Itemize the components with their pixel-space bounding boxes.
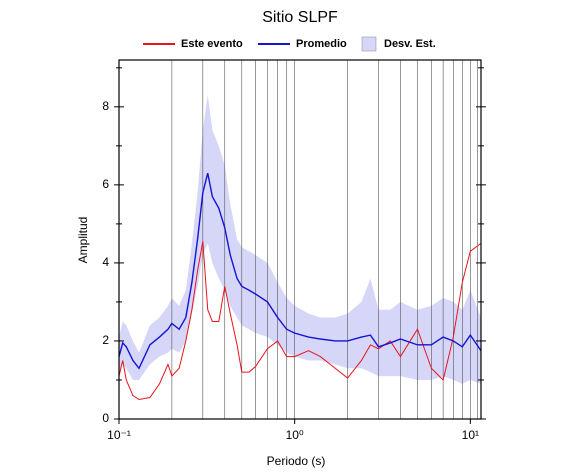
x-tick-label: 10¹ [462,428,479,442]
y-tick-label: 0 [102,411,109,425]
legend-label: Este evento [181,38,243,50]
y-tick-label: 8 [102,99,109,113]
series-line [118,241,482,401]
y-tick-label: 6 [102,177,109,191]
legend-item: Promedio [258,38,347,50]
legend-swatch [361,36,377,52]
x-axis-label: Periodo (s) [267,454,326,468]
series-line [118,172,482,370]
legend-item: Desv. Est. [361,36,436,52]
plot-frame [118,59,482,420]
y-tick-label: 4 [102,255,109,269]
std-band [119,95,481,384]
legend-label: Promedio [296,38,347,50]
chart-title: Sitio SLPF [262,9,338,26]
y-axis-label: Amplitud [76,217,90,264]
x-tick-label: 10⁻¹ [107,428,131,442]
y-tick-label: 2 [102,333,109,347]
x-tick-label: 10⁰ [286,428,304,442]
legend-item: Este evento [143,38,243,50]
legend-label: Desv. Est. [384,38,436,50]
